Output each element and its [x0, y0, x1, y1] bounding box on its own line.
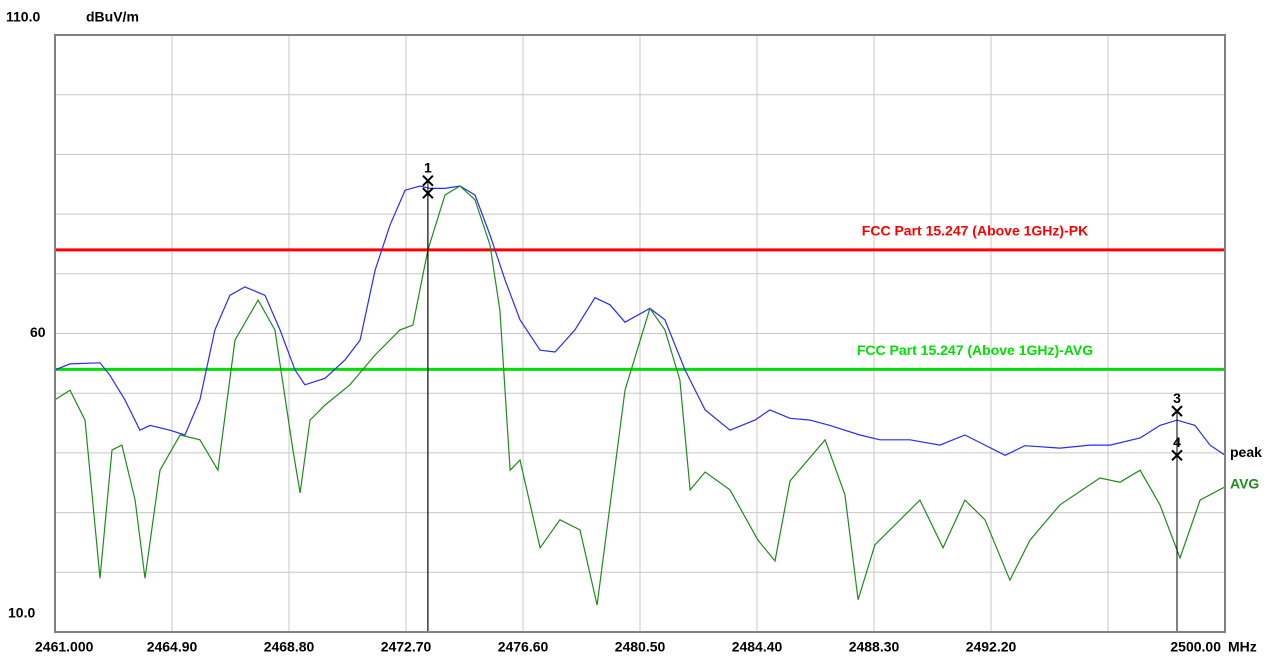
y-tick-label: 60: [30, 324, 46, 340]
x-tick-label: 2464.90: [147, 639, 198, 655]
x-tick-label: 2476.60: [498, 639, 549, 655]
marker: [422, 174, 434, 187]
plot-border: [54, 34, 1226, 633]
series-label: AVG: [1230, 476, 1259, 492]
x-tick-label: 2461.000: [35, 639, 94, 655]
y-tick-label: 110.0: [6, 9, 40, 25]
trace: [54, 185, 1226, 606]
marker-label: 1: [424, 159, 432, 175]
series-label: peak: [1230, 444, 1262, 460]
x-tick-label: 2468.80: [264, 639, 315, 655]
x-tick-label: 2480.50: [615, 639, 666, 655]
trace: [54, 185, 1226, 456]
marker-label: 3: [1173, 390, 1181, 406]
marker: [1171, 405, 1183, 417]
marker: [422, 187, 434, 199]
x-tick-label: 2484.40: [732, 639, 783, 655]
y-unit: dBuV/m: [86, 9, 139, 25]
y-tick-label: 10.0: [8, 605, 35, 621]
x-tick-label: 2488.30: [849, 639, 900, 655]
x-tick-label: 2472.70: [381, 639, 432, 655]
marker-label: 4: [1173, 434, 1181, 450]
x-unit: MHz: [1228, 639, 1257, 655]
x-tick-label: 2500.00: [1170, 639, 1221, 655]
limit-label: FCC Part 15.247 (Above 1GHz)-AVG: [857, 342, 1093, 358]
limit-label: FCC Part 15.247 (Above 1GHz)-PK: [862, 223, 1088, 239]
marker: [1171, 449, 1183, 461]
x-tick-label: 2492.20: [966, 639, 1017, 655]
